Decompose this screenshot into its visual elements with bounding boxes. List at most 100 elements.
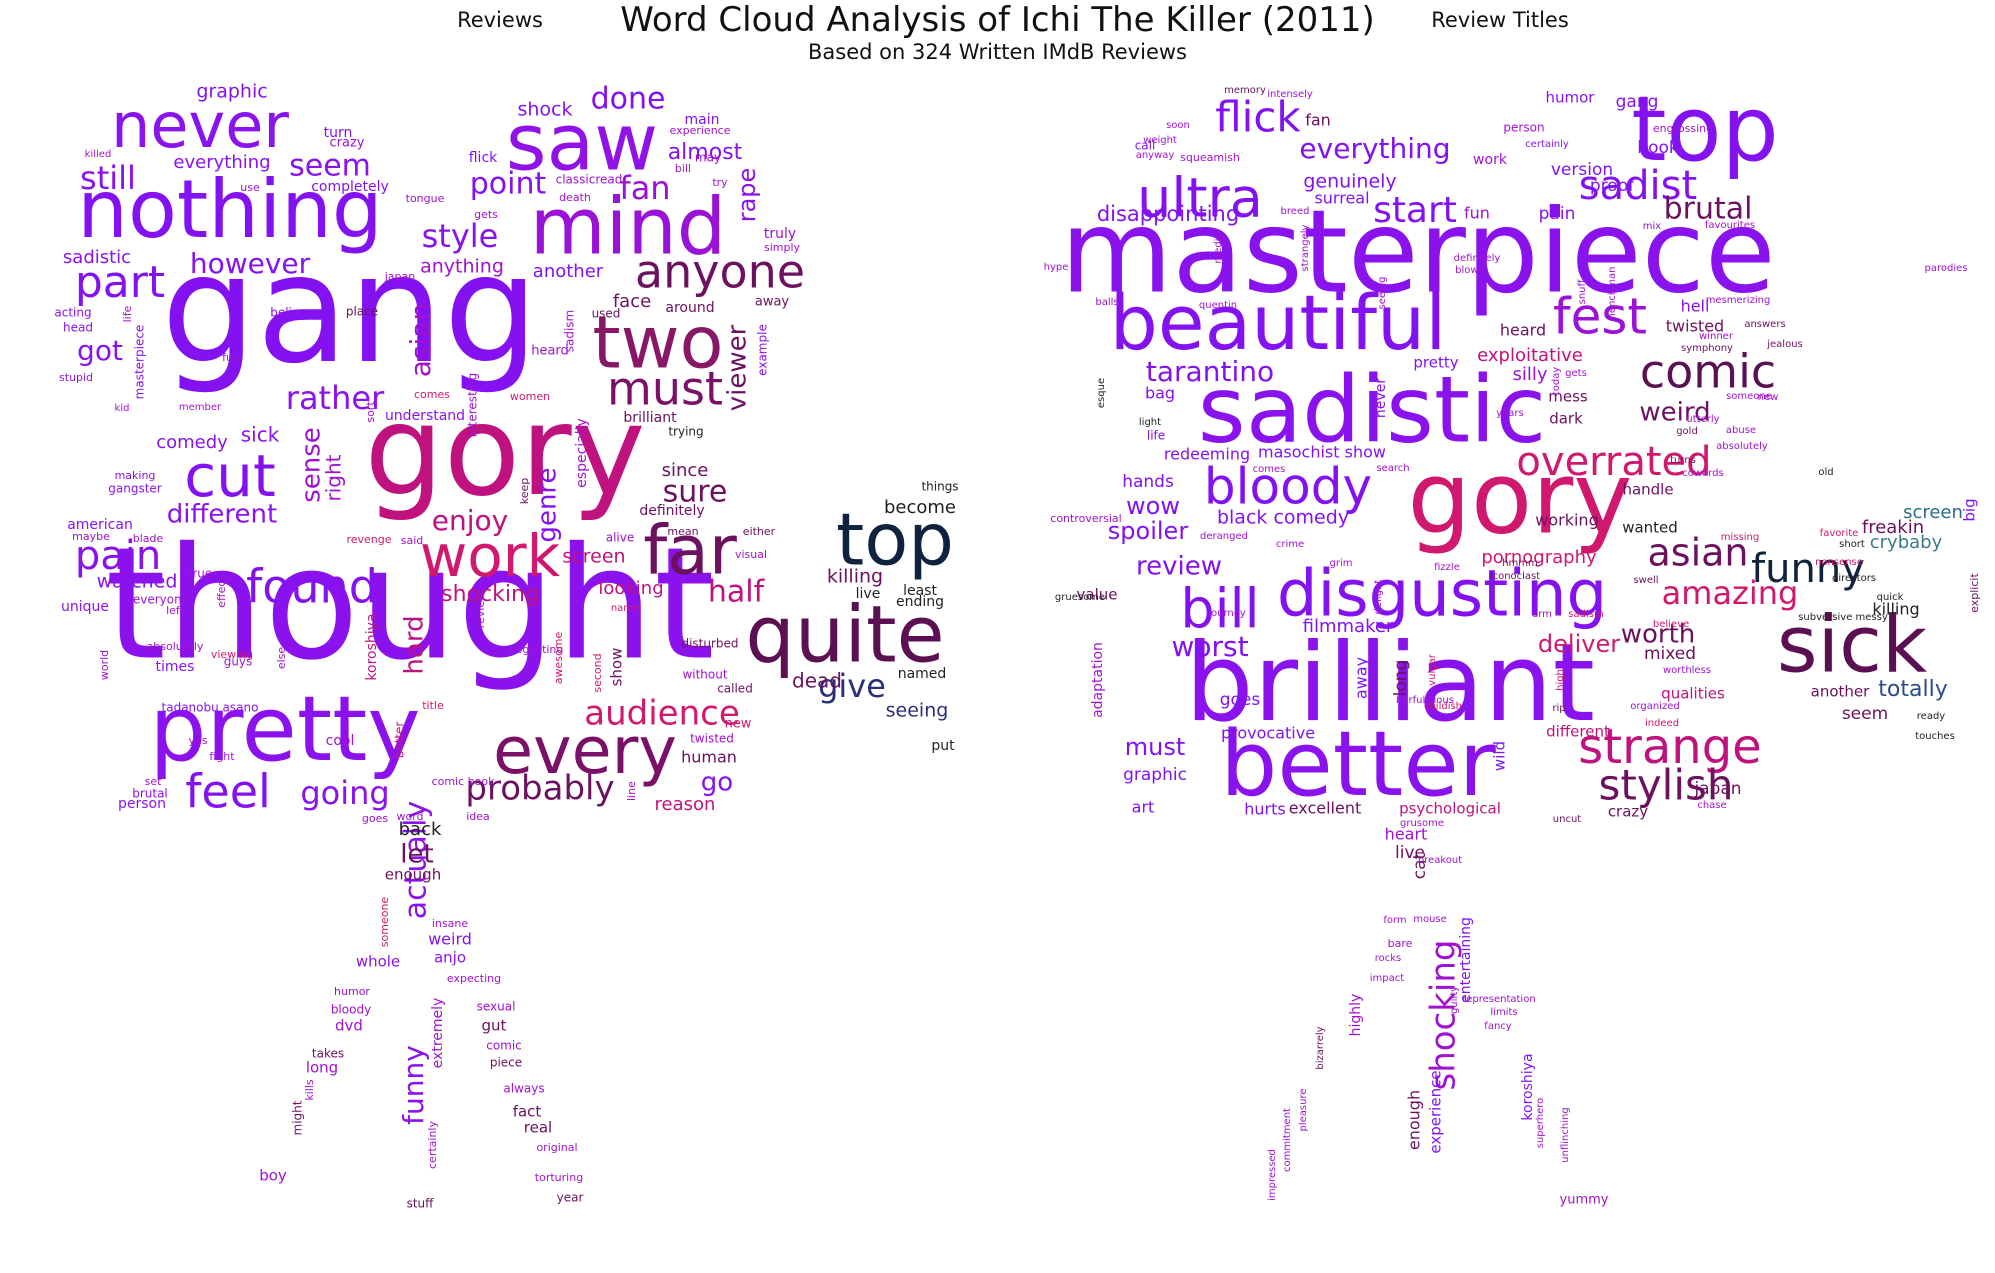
word-adaptation: adaptation [1090,642,1106,718]
word-bill: bill [1180,578,1259,641]
word-away: away [755,295,790,310]
word-worth: worth [1621,620,1696,650]
word-life: life [121,305,134,322]
word-weird: weird [1639,398,1710,428]
word-redeeming: redeeming [1164,445,1250,464]
word-face: face [613,291,651,312]
word-sadistic: sadistic [63,247,131,268]
word-engrossing: engrossing [1653,122,1713,135]
word-unflinching: unflinching [1560,1107,1571,1162]
word-pain: pain [75,533,161,579]
word-nonsense: nonsense [1815,557,1863,568]
word-mixed: mixed [1644,644,1696,664]
word-bare: bare [1388,937,1413,950]
word-idea: idea [466,810,490,823]
word-brilliant: brilliant [623,410,677,426]
word-gangster: gangster [108,482,162,496]
word-style: style [422,217,499,255]
word-squeamish: squeamish [1180,151,1240,164]
word-mesmerizing: mesmerizing [1706,295,1771,306]
word-pretty: pretty [1413,354,1458,372]
word-koroshiya: koroshiya [364,613,380,680]
word-women: women [510,390,550,403]
word-everyone: everyone [133,593,189,607]
word-either: either [743,525,776,538]
word-subversive-messy: subversive messy [1798,612,1888,623]
word-going: going [300,774,389,812]
word-stylish: stylish [1598,761,1733,810]
word-killed: killed [85,149,112,160]
word-jealous: jealous [1766,339,1803,350]
word-crybaby: crybaby [1870,532,1943,553]
word-twisted: twisted [690,732,734,746]
word-turns: turns [1670,455,1696,466]
word-year: year [557,1191,584,1205]
word-indeed: indeed [1645,718,1679,729]
word-viewing: viewing [211,648,253,661]
word-form: form [1383,915,1406,926]
word-years: years [1496,408,1524,419]
word-pain: pain [1539,204,1576,224]
word-superhero: superhero [1535,1098,1546,1148]
word-away: away [1352,657,1371,699]
word-seeing: seeing [1377,277,1388,310]
word-rip: rip [1552,703,1565,714]
word-sadist: sadist [1579,163,1697,209]
word-mean: mean [667,525,698,538]
word-quite: quite [745,590,944,680]
word-member: member [179,402,222,413]
word-flick: flick [1215,93,1301,142]
word-someone: someone [1726,391,1772,402]
word-heard: heard [1500,321,1546,340]
word-different: different [167,500,277,530]
word-review: review [474,592,487,628]
word-pleasure: pleasure [1298,1089,1309,1132]
word-representation: representation [1462,994,1535,1005]
word-enough: enough [1405,1090,1424,1150]
word-comes: comes [1253,464,1286,475]
word-fan: fan [1305,111,1331,130]
word-visual: visual [735,548,767,561]
word-used: used [592,307,621,321]
word-anything: anything [420,256,504,278]
word-looking: looking [598,578,663,599]
word-stuff: stuff [407,1197,435,1211]
word-new: new [1758,392,1779,403]
word-worst: worst [1171,630,1248,663]
word-heard: heard [531,344,569,359]
word-impressed: impressed [1267,1149,1278,1201]
word-high: high [1555,669,1566,691]
word-sadism: sadism [1568,609,1603,620]
word-childish: childish [1424,701,1462,712]
word-fun: fun [222,351,240,364]
word-favourites: favourites [1705,220,1755,231]
word-cat: cat [1410,852,1430,879]
word-must: must [1125,733,1186,761]
word-gory: gory [364,379,645,524]
word-weight: weight [1143,135,1177,146]
word-fact: fact [513,1103,542,1121]
word-bill: bill [675,162,691,175]
word-better: better [1220,712,1495,817]
word-line: line [625,781,638,801]
word-twisted: twisted [1666,317,1724,336]
word-nothing: nothing [77,163,382,256]
word-tongue: tongue [406,192,445,205]
word-head: head [63,321,93,335]
word-goes: goes [362,812,388,825]
word-short: short [1839,539,1865,550]
page-subtitle: Based on 324 Written IMdB Reviews [808,40,1187,64]
word-word: word [396,810,423,823]
word-worthless: worthless [1663,665,1711,676]
word-review: review [1136,552,1222,582]
word-ending: ending [896,594,944,610]
word-probably: probably [465,769,614,809]
word-beautiful: beautiful [1110,278,1447,367]
word-turn: turn [324,125,353,141]
word-qualities: qualities [1661,685,1725,703]
word-give: give [818,667,886,705]
word-chase: chase [1697,800,1726,811]
word-search: search [1376,463,1409,474]
word-mind: mind [530,182,727,272]
word-flick: flick [469,150,498,166]
